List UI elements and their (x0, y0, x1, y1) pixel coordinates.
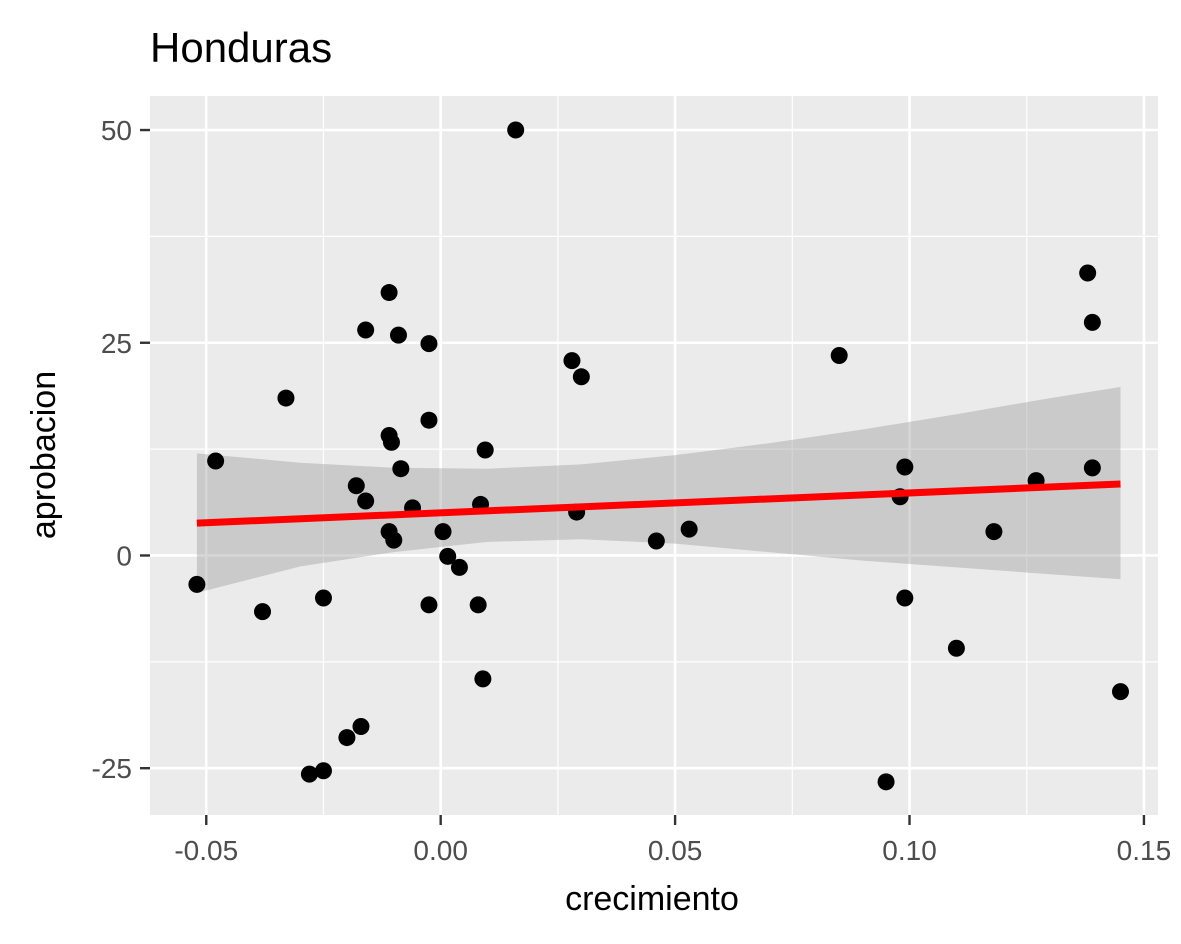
data-point (357, 492, 375, 510)
regression-line (196, 480, 1121, 527)
grid-major (150, 96, 1158, 815)
data-point (680, 520, 698, 538)
data-point (207, 452, 225, 470)
x-tick-label: 0.10 (882, 835, 937, 866)
data-point (450, 558, 468, 576)
y-tick-label: 0 (116, 540, 132, 571)
data-point (385, 531, 403, 549)
data-point (830, 347, 848, 365)
data-point (439, 547, 457, 565)
data-point (277, 389, 295, 407)
data-point (1111, 683, 1129, 701)
data-point (420, 411, 438, 429)
data-point (380, 284, 398, 302)
y-tick-label: 50 (101, 115, 132, 146)
data-point (382, 433, 400, 451)
data-point (314, 589, 332, 607)
x-tick-label: -0.05 (174, 835, 238, 866)
x-axis: -0.05 0.00 0.05 0.10 0.15 (174, 815, 1171, 866)
data-point (314, 762, 332, 780)
data-point (300, 765, 318, 783)
data-point (420, 596, 438, 614)
data-point (392, 460, 410, 478)
data-point (985, 523, 1003, 541)
confidence-band (196, 387, 1121, 593)
plot-panel (150, 96, 1158, 815)
data-point (507, 121, 525, 139)
data-point (434, 523, 452, 541)
data-point (896, 458, 914, 476)
data-point (389, 326, 407, 344)
grid-minor (150, 96, 1158, 815)
data-point (474, 670, 492, 688)
data-point (877, 773, 895, 791)
data-point (896, 589, 914, 607)
x-tick-label: 0.05 (648, 835, 703, 866)
x-tick-label: 0.00 (413, 835, 468, 866)
data-point (647, 532, 665, 550)
y-axis-title: aprobacion (25, 371, 63, 539)
data-point (1079, 264, 1097, 282)
data-point (357, 321, 375, 339)
x-axis-title: crecimiento (565, 880, 739, 918)
data-point (1083, 459, 1101, 477)
y-tick-label: 25 (101, 328, 132, 359)
data-point (469, 596, 487, 614)
data-point (188, 575, 206, 593)
data-point (947, 639, 965, 657)
data-point (254, 603, 272, 621)
data-point (338, 729, 356, 747)
x-tick-label: 0.15 (1117, 835, 1172, 866)
data-point (563, 352, 581, 370)
y-axis: -25 0 25 50 (92, 115, 150, 784)
chart-title: Honduras (150, 24, 332, 71)
y-tick-label: -25 (92, 753, 132, 784)
data-point (572, 368, 590, 386)
data-point (420, 335, 438, 353)
data-point (476, 441, 494, 459)
data-point (347, 477, 365, 495)
data-point (1083, 313, 1101, 331)
data-point (352, 718, 370, 736)
